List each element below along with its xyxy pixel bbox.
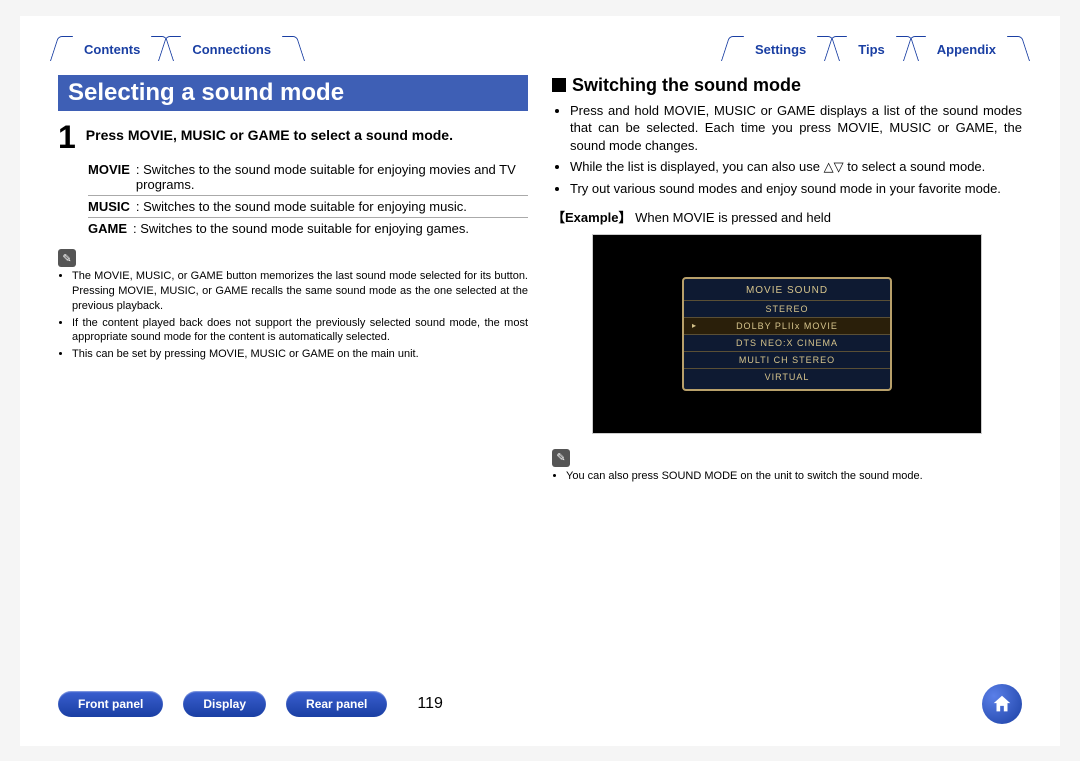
home-button[interactable] — [982, 684, 1022, 724]
left-notes: The MOVIE, MUSIC, or GAME button memoriz… — [58, 269, 528, 362]
osd-row-0: STEREO — [684, 300, 890, 317]
bullet-item: While the list is displayed, you can als… — [570, 158, 1022, 176]
top-tabs-left: Contents Connections — [58, 40, 297, 59]
manual-page: Contents Connections Settings Tips Appen… — [20, 16, 1060, 746]
osd-menu: MOVIE SOUND STEREO DOLBY PLIIx MOVIE DTS… — [682, 277, 892, 391]
osd-title: MOVIE SOUND — [684, 283, 890, 300]
def-body: : Switches to the sound mode suitable fo… — [133, 221, 469, 236]
panel-links: Front panel Display Rear panel — [58, 691, 387, 717]
mode-definitions: MOVIE : Switches to the sound mode suita… — [88, 159, 528, 239]
right-column: Switching the sound mode Press and hold … — [552, 75, 1022, 486]
example-text: When MOVIE is pressed and held — [635, 210, 831, 225]
top-tabs: Contents Connections Settings Tips Appen… — [58, 40, 1022, 59]
bullet-item: Try out various sound modes and enjoy so… — [570, 180, 1022, 198]
tv-screenshot: MOVIE SOUND STEREO DOLBY PLIIx MOVIE DTS… — [592, 234, 982, 434]
square-bullet-icon — [552, 78, 566, 92]
osd-row-1: DOLBY PLIIx MOVIE — [684, 317, 890, 334]
note-item: If the content played back does not supp… — [72, 316, 528, 346]
osd-row-2: DTS NEO:X CINEMA — [684, 334, 890, 351]
tab-tips[interactable]: Tips — [832, 40, 911, 59]
def-term: MOVIE — [88, 162, 130, 192]
step-number: 1 — [58, 121, 76, 153]
tab-connections[interactable]: Connections — [166, 40, 297, 59]
tab-appendix[interactable]: Appendix — [911, 40, 1022, 59]
top-tabs-right: Settings Tips Appendix — [729, 40, 1022, 59]
def-term: GAME — [88, 221, 127, 236]
home-icon — [991, 693, 1013, 715]
note-item: You can also press SOUND MODE on the uni… — [566, 469, 1022, 484]
def-body: : Switches to the sound mode suitable fo… — [136, 199, 467, 214]
pencil-icon: ✎ — [58, 249, 76, 267]
osd-row-3: MULTI CH STEREO — [684, 351, 890, 368]
sub-heading: Switching the sound mode — [552, 75, 1022, 96]
link-display[interactable]: Display — [183, 691, 266, 717]
step-instruction: Press MOVIE, MUSIC or GAME to select a s… — [86, 121, 453, 153]
pencil-icon: ✎ — [552, 449, 570, 467]
def-game: GAME : Switches to the sound mode suitab… — [88, 218, 528, 239]
sub-heading-text: Switching the sound mode — [572, 75, 801, 96]
left-column: Selecting a sound mode 1 Press MOVIE, MU… — [58, 75, 528, 486]
note-item: This can be set by pressing MOVIE, MUSIC… — [72, 347, 528, 362]
osd-row-4: VIRTUAL — [684, 368, 890, 385]
def-body: : Switches to the sound mode suitable fo… — [136, 162, 528, 192]
tab-settings[interactable]: Settings — [729, 40, 832, 59]
example-label: 【Example】 — [552, 210, 631, 225]
step-1: 1 Press MOVIE, MUSIC or GAME to select a… — [58, 121, 528, 153]
example-line: 【Example】 When MOVIE is pressed and held — [552, 207, 1022, 226]
note-item: The MOVIE, MUSIC, or GAME button memoriz… — [72, 269, 528, 314]
bottom-bar: Front panel Display Rear panel 119 — [58, 684, 1022, 724]
section-title: Selecting a sound mode — [58, 75, 528, 111]
right-notes: You can also press SOUND MODE on the uni… — [552, 469, 1022, 484]
tab-contents[interactable]: Contents — [58, 40, 166, 59]
page-number: 119 — [417, 695, 443, 713]
def-movie: MOVIE : Switches to the sound mode suita… — [88, 159, 528, 196]
link-front-panel[interactable]: Front panel — [58, 691, 163, 717]
def-term: MUSIC — [88, 199, 130, 214]
content-columns: Selecting a sound mode 1 Press MOVIE, MU… — [58, 75, 1022, 486]
link-rear-panel[interactable]: Rear panel — [286, 691, 387, 717]
right-bullets: Press and hold MOVIE, MUSIC or GAME disp… — [552, 102, 1022, 198]
bullet-item: Press and hold MOVIE, MUSIC or GAME disp… — [570, 102, 1022, 155]
def-music: MUSIC : Switches to the sound mode suita… — [88, 196, 528, 218]
